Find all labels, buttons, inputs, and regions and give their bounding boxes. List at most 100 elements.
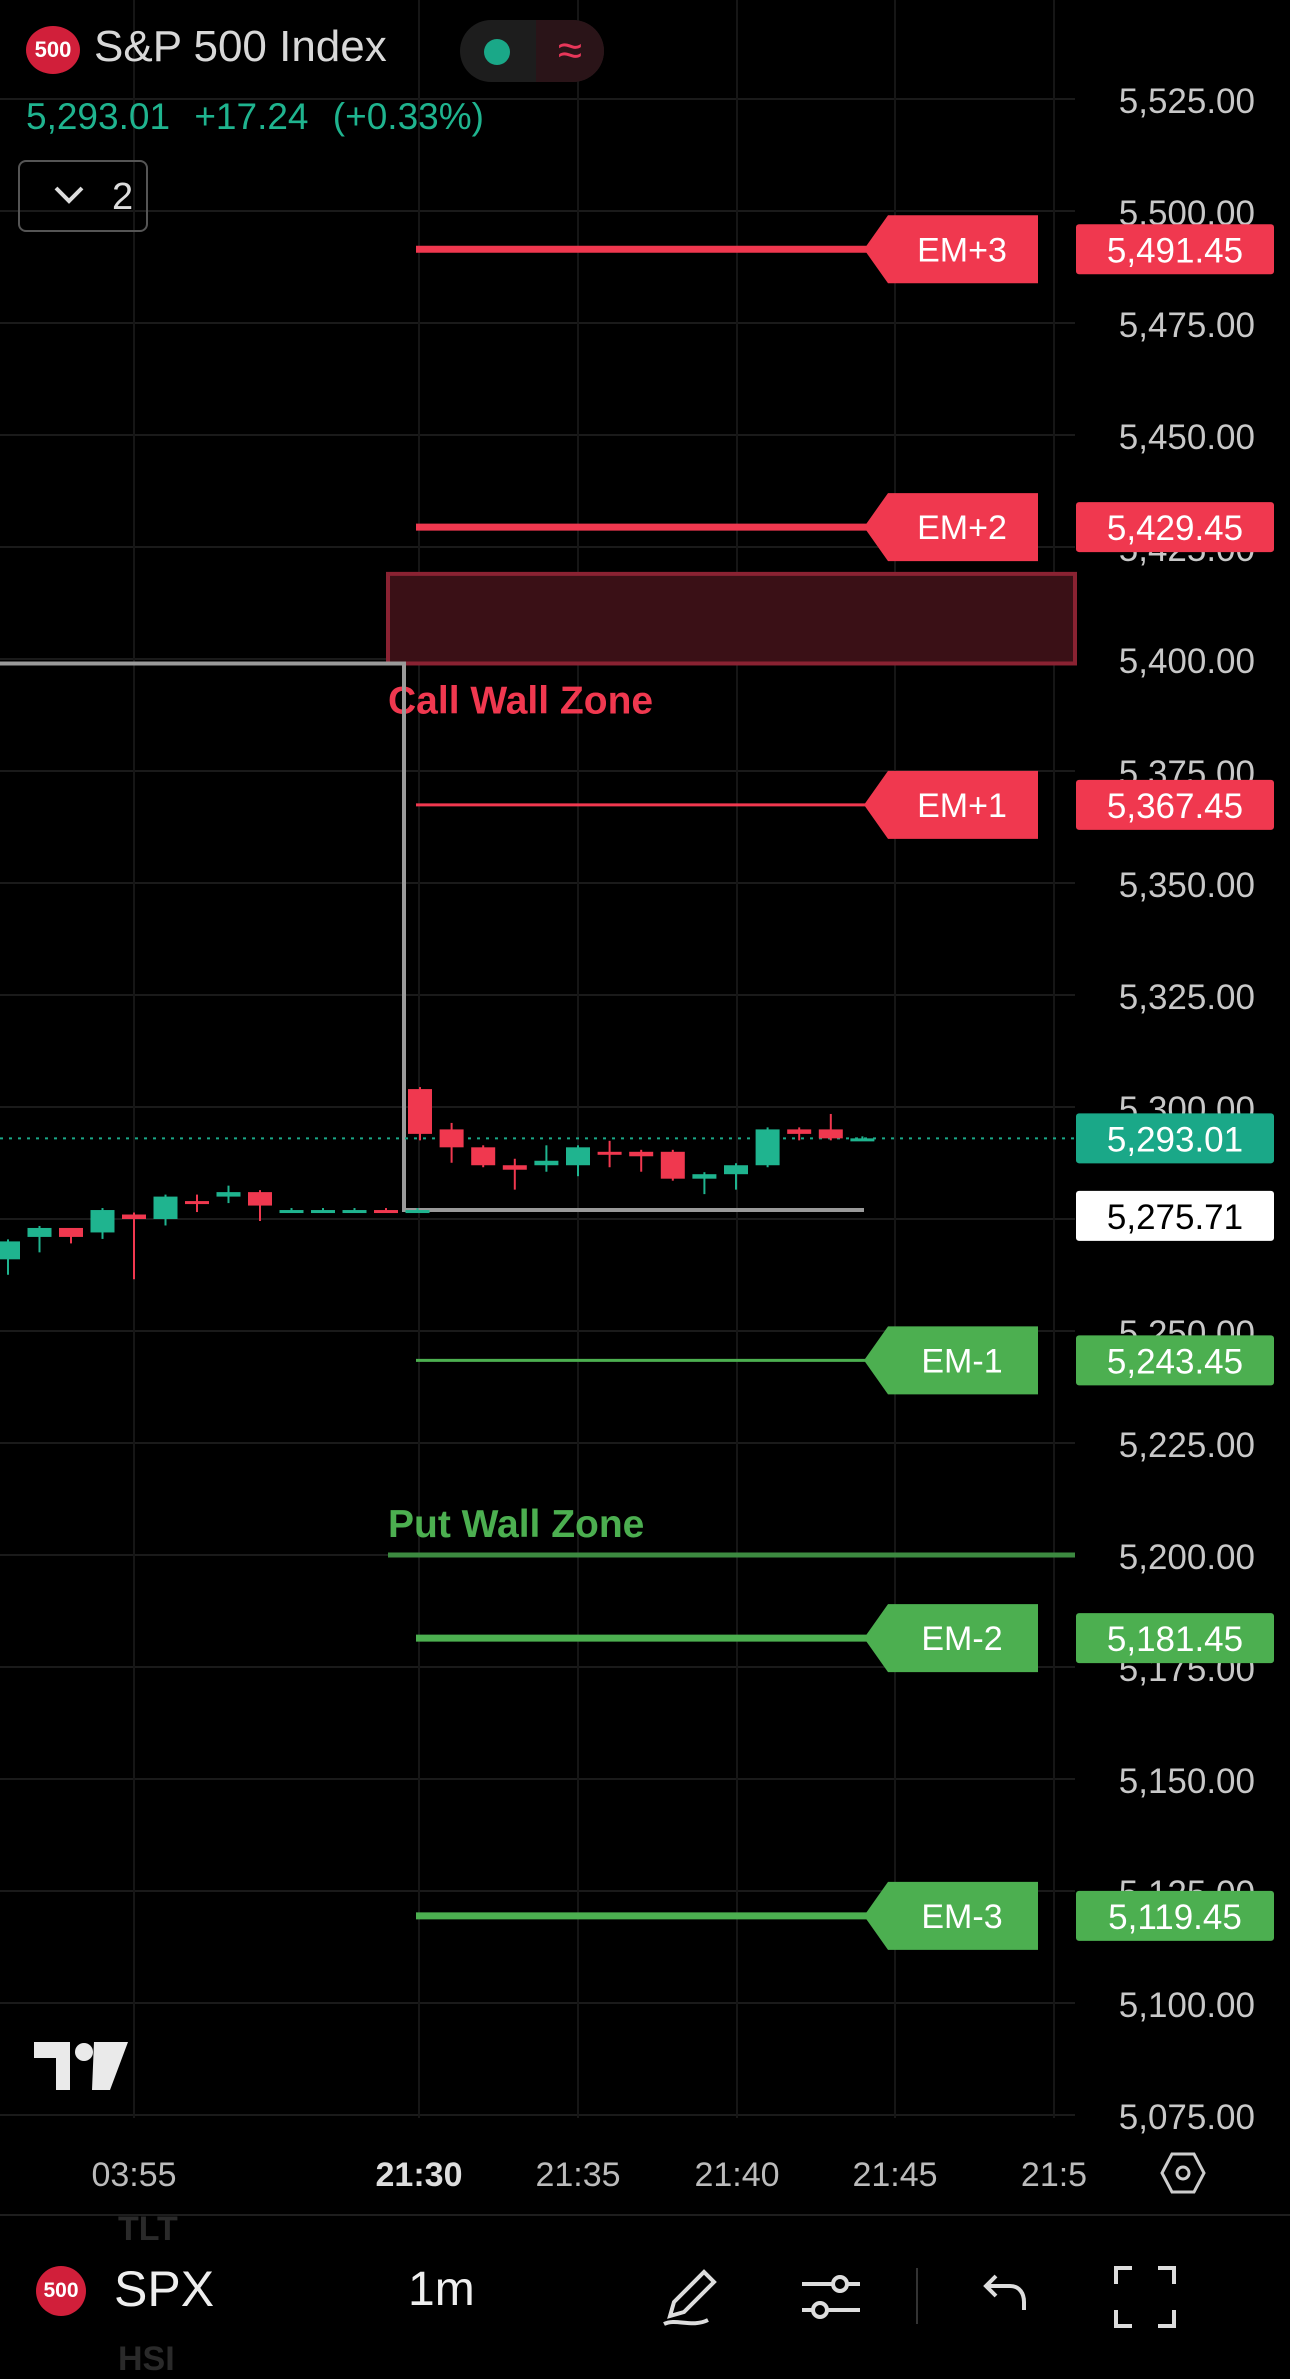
em-plus-3-tag	[864, 215, 1038, 284]
candle-body	[185, 1201, 209, 1205]
candle-body	[502, 1165, 527, 1170]
time-tick-label: 21:5	[1021, 2156, 1087, 2194]
tradingview-logo-icon	[32, 2040, 130, 2097]
current-price-label: 5,293.01	[1107, 1120, 1243, 1159]
price-chart[interactable]: Call Wall Zone Put Wall Zone EM+3 EM+2 EM+1…	[0, 0, 1290, 2214]
price-tick-label: 5,225.00	[1119, 1426, 1255, 1465]
ghost-symbol-above: TLT	[118, 2210, 178, 2248]
em-minus-3-tag	[864, 1881, 1038, 1950]
em-minus-2-price-tag	[1076, 1613, 1274, 1664]
candle-body	[566, 1147, 590, 1166]
indicator-count: 2	[112, 176, 134, 218]
put-wall-zone-label: Put Wall Zone	[388, 1503, 644, 1546]
time-tick-label: 21:45	[852, 2156, 937, 2194]
candle-body	[0, 1241, 20, 1260]
sliders-icon[interactable]	[796, 2262, 866, 2332]
symbol-logo-badge[interactable]: 500	[36, 2266, 86, 2316]
candle-body	[597, 1151, 622, 1155]
bottom-toolbar: TLT HSI 500 SPX 1m	[0, 2210, 1290, 2378]
em-plus-2-price-tag	[1076, 502, 1274, 553]
price-tick-label: 5,450.00	[1119, 418, 1255, 457]
undo-icon[interactable]	[966, 2262, 1036, 2332]
candle-body	[248, 1192, 272, 1206]
chart-grid	[0, 0, 1075, 2118]
price-change-percent: (+0.33%)	[332, 96, 484, 137]
price-tick-label: 5,525.00	[1119, 82, 1255, 121]
range-box-outline	[0, 661, 864, 1213]
candle-body	[279, 1210, 304, 1214]
candle-body	[850, 1138, 875, 1142]
candle-body	[311, 1210, 335, 1214]
em-plus-3-price-label: 5,491.45	[1107, 231, 1243, 270]
em-plus-3-label: EM+3	[917, 231, 1007, 269]
em-plus-2-tag	[864, 493, 1038, 562]
candle-body	[342, 1210, 367, 1214]
last-price: 5,293.01	[26, 96, 171, 137]
call-wall-zone-label: Call Wall Zone	[388, 679, 653, 722]
time-tick-label: 21:35	[535, 2156, 620, 2194]
fullscreen-icon[interactable]	[1110, 2262, 1180, 2332]
chart-zones: Call Wall Zone Put Wall Zone	[0, 571, 1077, 1558]
index-logo-badge[interactable]: 500	[26, 26, 80, 74]
candles	[0, 1087, 875, 1280]
price-tick-label: 5,475.00	[1119, 306, 1255, 345]
em-minus-3-price-label: 5,119.45	[1108, 1898, 1242, 1937]
candle-body	[660, 1151, 685, 1179]
em-plus-1-label: EM+1	[917, 787, 1007, 825]
toolbar-separator	[916, 2268, 918, 2324]
price-tick-label: 5,150.00	[1119, 1762, 1255, 1801]
interval-button[interactable]: 1m	[408, 2263, 475, 2316]
em-plus-2-label: EM+2	[917, 509, 1007, 547]
price-tick-label: 5,200.00	[1119, 1538, 1255, 1577]
price-tick-label: 5,325.00	[1119, 978, 1255, 1017]
price-quote: 5,293.01 +17.24 (+0.33%)	[26, 96, 498, 138]
em-plus-2-price-label: 5,429.45	[1107, 509, 1243, 548]
symbol-title[interactable]: S&P 500 Index	[94, 22, 387, 71]
candle-body	[471, 1147, 496, 1166]
price-change: +17.24	[194, 96, 309, 137]
em-plus-3-price-tag	[1076, 224, 1274, 275]
indicator-layers-button[interactable]: 2	[18, 160, 148, 232]
candle-body	[153, 1196, 178, 1219]
time-tick-label: 21:30	[376, 2156, 463, 2194]
time-axis[interactable]: 03:55 21:30 21:35 21:40 21:45 21:5	[91, 2156, 1087, 2194]
candle-body	[439, 1129, 464, 1148]
market-open-dot-icon	[484, 39, 510, 65]
candle-body	[755, 1129, 780, 1166]
settings-hex-icon[interactable]	[1160, 2150, 1206, 2201]
candle-body	[724, 1165, 748, 1175]
candle-body	[216, 1192, 241, 1197]
em-plus-1-price-tag	[1076, 779, 1274, 830]
time-tick-label: 03:55	[91, 2156, 176, 2194]
em-plus-1-price-label: 5,367.45	[1107, 787, 1243, 826]
em-minus-3-label: EM-3	[921, 1898, 1002, 1936]
em-minus-2-price-label: 5,181.45	[1107, 1620, 1243, 1659]
em-plus-1-tag	[864, 770, 1038, 839]
chart-header: 500 S&P 500 Index ≈ 5,293.01 +17.24 (+0.…	[0, 0, 1075, 240]
current-price-tag	[1076, 1113, 1274, 1164]
ghost-symbol-below: HSI	[118, 2340, 175, 2378]
candle-body	[787, 1129, 812, 1134]
call-wall-zone-box	[386, 571, 1077, 666]
market-status-toggle[interactable]: ≈	[460, 20, 604, 82]
wave-icon: ≈	[536, 20, 604, 82]
symbol-button[interactable]: SPX	[114, 2261, 215, 2317]
candle-body	[692, 1174, 717, 1179]
candle-body	[534, 1160, 559, 1166]
candle-body	[27, 1227, 52, 1237]
expected-move-levels: EM+3 EM+2 EM+1 EM-1 EM-2 EM-3	[0, 215, 1075, 1950]
chevron-down-icon	[52, 178, 86, 221]
pencil-icon[interactable]	[656, 2262, 726, 2332]
price-axis[interactable]: 5,525.005,500.005,475.005,450.005,425.00…	[1076, 82, 1274, 2137]
em-minus-2-label: EM-2	[921, 1620, 1002, 1658]
candle-body	[408, 1089, 432, 1134]
candle-body	[405, 1210, 430, 1214]
em-minus-3-price-tag	[1076, 1890, 1274, 1941]
candle-body	[629, 1151, 654, 1157]
em-minus-1-label: EM-1	[921, 1342, 1002, 1380]
marker-price-label: 5,275.71	[1107, 1198, 1243, 1237]
marker-price-tag	[1076, 1190, 1274, 1241]
price-tick-label: 5,400.00	[1119, 642, 1255, 681]
em-minus-1-price-label: 5,243.45	[1107, 1342, 1243, 1381]
time-tick-label: 21:40	[694, 2156, 779, 2194]
